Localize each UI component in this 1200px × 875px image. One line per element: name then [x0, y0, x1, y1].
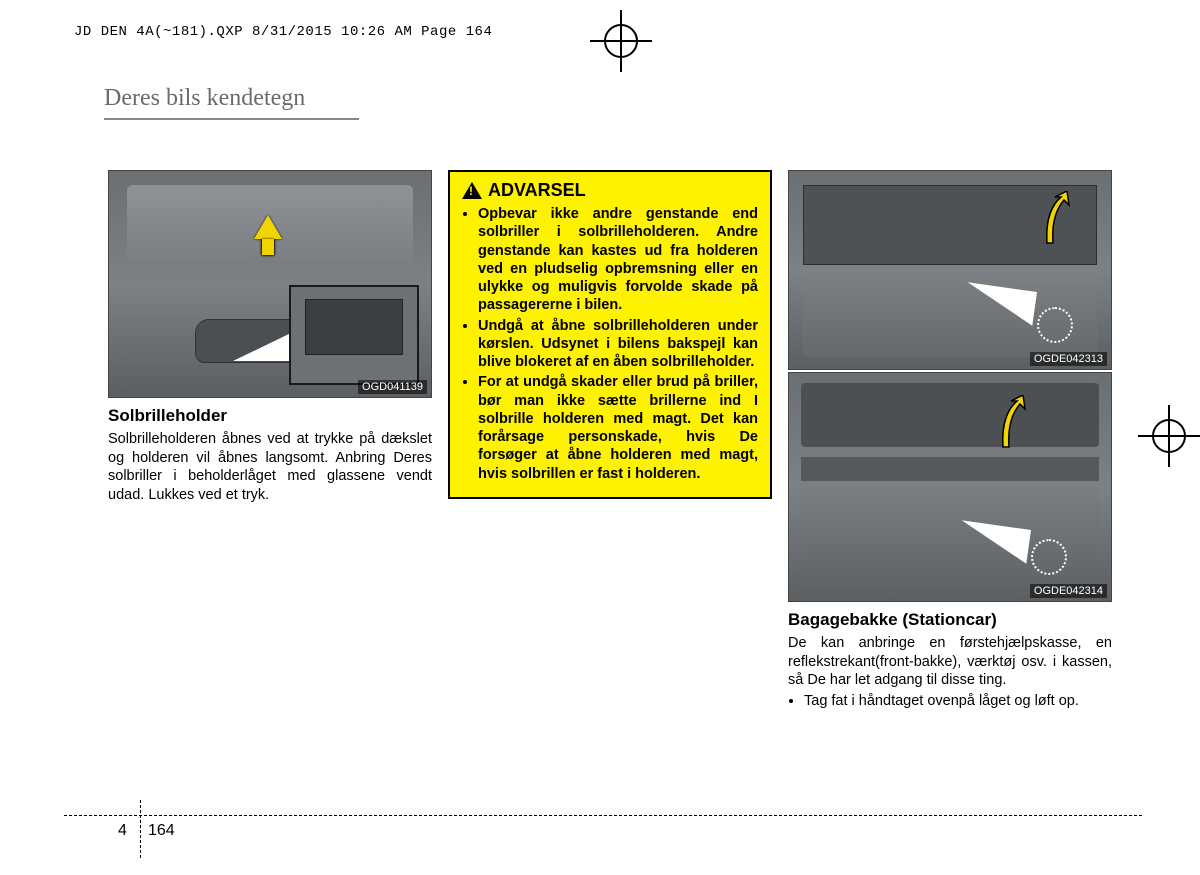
warning-list: Opbevar ikke andre genstande end solbril… [462, 205, 758, 483]
body-sunglass-holder: Solbrilleholderen åbnes ved at trykke på… [108, 430, 432, 504]
figure-code: OGD041139 [358, 380, 427, 394]
crop-mark-top [590, 10, 652, 72]
dashed-circle-icon [1031, 539, 1067, 575]
list-item: Tag fat i håndtaget ovenpå låget og løft… [804, 692, 1112, 711]
arrow-up-icon [254, 215, 282, 239]
figure-sunglass-holder: OGD041139 [108, 170, 432, 398]
heading-luggage-tray: Bagagebakke (Stationcar) [788, 610, 1112, 630]
crop-mark-right [1138, 405, 1200, 467]
warning-item: For at undgå skader eller brud på brille… [478, 373, 758, 483]
body-list-luggage: Tag fat i håndtaget ovenpå låget og løft… [788, 692, 1112, 711]
footer-chapter: 4 [118, 822, 127, 840]
page-title: Deres bils kendetegn [104, 85, 305, 112]
footer-page: 164 [148, 822, 175, 840]
footer-divider [140, 800, 141, 858]
column-right: OGDE042313 OGDE042314 Bagagebakke (Stati… [788, 170, 1112, 710]
curved-arrow-icon [993, 395, 1033, 453]
heading-sunglass-holder: Solbrilleholder [108, 406, 432, 426]
warning-triangle-icon [462, 182, 482, 199]
figure-code: OGDE042313 [1030, 352, 1107, 366]
footer-rule [64, 815, 1142, 816]
figure-code: OGDE042314 [1030, 584, 1107, 598]
warning-box: ADVARSEL Opbevar ikke andre genstande en… [448, 170, 772, 499]
figure-luggage-tray-2: OGDE042314 [788, 372, 1112, 602]
warning-item: Undgå at åbne solbrilleholderen under kø… [478, 317, 758, 372]
title-underline [104, 118, 359, 120]
warning-heading: ADVARSEL [462, 180, 758, 201]
column-middle: ADVARSEL Opbevar ikke andre genstande en… [448, 170, 772, 499]
warning-item: Opbevar ikke andre genstande end solbril… [478, 205, 758, 315]
figure-luggage-tray-1: OGDE042313 [788, 170, 1112, 370]
curved-arrow-icon [1037, 191, 1077, 249]
warning-title: ADVARSEL [488, 180, 586, 201]
dashed-circle-icon [1037, 307, 1073, 343]
print-header: JD DEN 4A(~181).QXP 8/31/2015 10:26 AM P… [74, 24, 492, 40]
column-left: OGD041139 Solbrilleholder Solbrilleholde… [108, 170, 432, 504]
body-luggage-tray: De kan anbringe en førstehjælpskasse, en… [788, 634, 1112, 690]
